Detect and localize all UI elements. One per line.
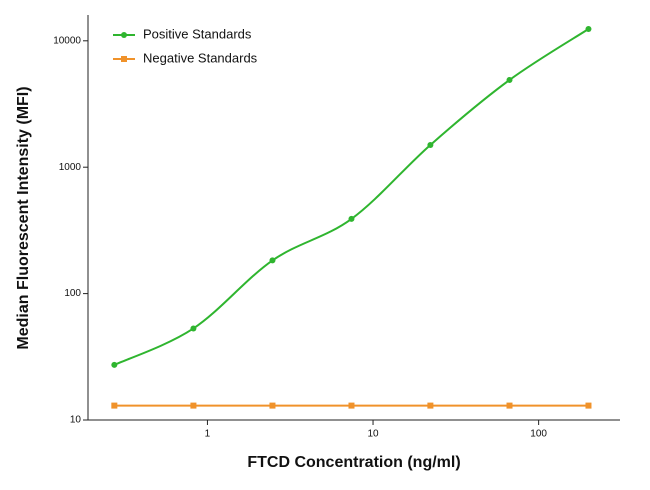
marker — [585, 25, 592, 32]
series-line — [113, 28, 590, 366]
marker — [427, 402, 434, 409]
marker — [427, 141, 434, 148]
marker — [190, 325, 197, 332]
marker — [348, 402, 355, 409]
x-tick-label: 10 — [367, 429, 379, 440]
legend-marker — [121, 56, 127, 62]
y-tick-label: 10 — [70, 415, 82, 426]
y-tick-label: 100 — [64, 288, 81, 299]
y-axis-label: Median Fluorescent Intensity (MFI) — [15, 86, 32, 349]
legend-label: Positive Standards — [143, 26, 252, 41]
y-tick-label: 1000 — [59, 162, 82, 173]
marker — [506, 402, 513, 409]
marker — [506, 76, 513, 83]
x-tick-label: 100 — [530, 429, 547, 440]
legend-marker — [121, 32, 127, 38]
marker — [111, 402, 118, 409]
marker — [269, 257, 276, 264]
marker — [585, 402, 592, 409]
x-tick-label: 1 — [205, 429, 211, 440]
marker — [348, 215, 355, 222]
marker — [190, 402, 197, 409]
marker — [269, 402, 276, 409]
x-axis-label: FTCD Concentration (ng/ml) — [247, 454, 460, 471]
legend-label: Negative Standards — [143, 50, 258, 65]
y-tick-label: 10000 — [53, 35, 81, 46]
marker — [111, 361, 118, 368]
